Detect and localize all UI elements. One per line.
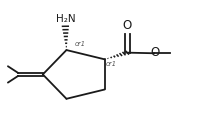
Text: or1: or1 [75, 41, 86, 47]
Text: or1: or1 [106, 61, 117, 67]
Text: O: O [123, 19, 132, 32]
Text: O: O [150, 46, 159, 59]
Text: H₂N: H₂N [56, 14, 76, 24]
